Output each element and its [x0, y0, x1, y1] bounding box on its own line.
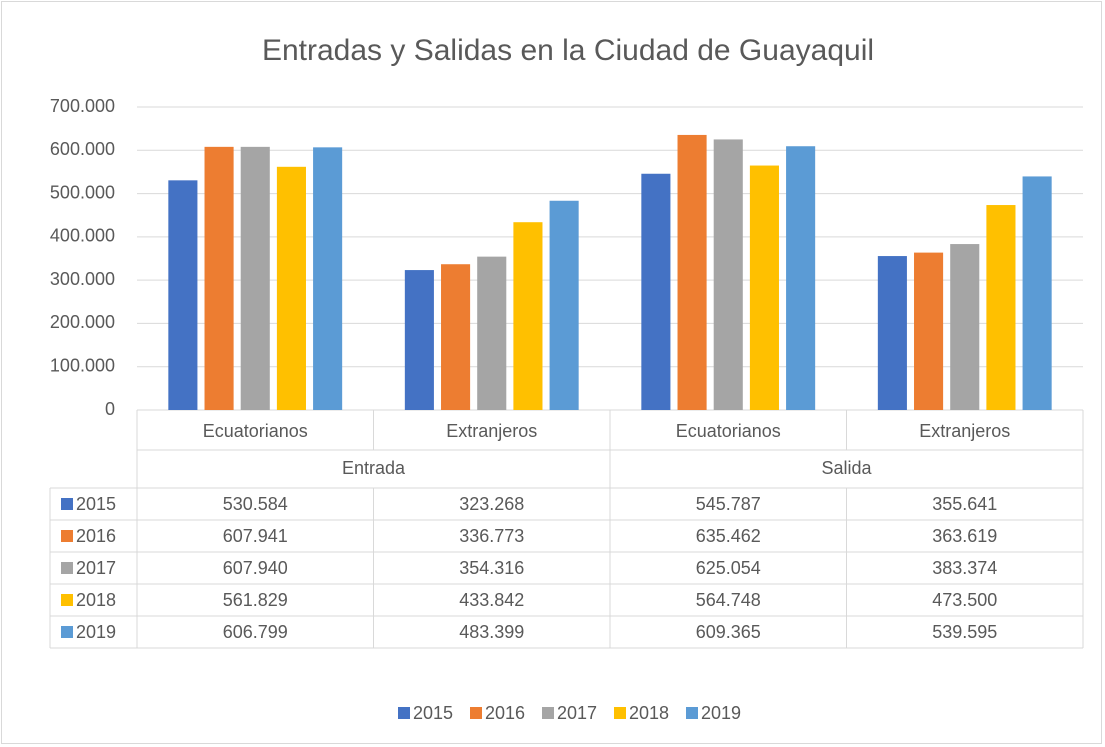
y-tick-label: 200.000	[50, 312, 115, 332]
legend-swatch	[398, 707, 410, 719]
bar	[441, 264, 471, 410]
y-tick-label: 400.000	[50, 226, 115, 246]
table-series-name: 2018	[76, 590, 116, 610]
x-tick-label: Ecuatorianos	[203, 421, 308, 441]
table-value: 323.268	[459, 494, 524, 514]
bar	[1022, 176, 1052, 410]
table-value: 336.773	[459, 526, 524, 546]
bar	[786, 146, 816, 411]
table-value: 433.842	[459, 590, 524, 610]
group-label: Entrada	[342, 458, 406, 478]
y-tick-label: 600.000	[50, 139, 115, 159]
bar	[677, 134, 707, 410]
table-value: 607.940	[223, 558, 288, 578]
legend-swatch	[542, 707, 554, 719]
table-value: 539.595	[932, 622, 997, 642]
table-legend-swatch	[61, 594, 73, 606]
table-series-name: 2015	[76, 494, 116, 514]
y-tick-label: 100.000	[50, 355, 115, 375]
bar	[713, 139, 743, 410]
x-tick-label: Extranjeros	[919, 421, 1010, 441]
bar	[914, 252, 944, 410]
x-tick-label: Ecuatorianos	[676, 421, 781, 441]
bar	[276, 166, 306, 410]
x-tick-label: Extranjeros	[446, 421, 537, 441]
bar	[404, 270, 434, 410]
table-value: 354.316	[459, 558, 524, 578]
table-legend-swatch	[61, 498, 73, 510]
bar	[477, 256, 507, 410]
y-tick-label: 700.000	[50, 96, 115, 116]
table-value: 607.941	[223, 526, 288, 546]
legend-swatch	[614, 707, 626, 719]
legend-label: 2016	[485, 703, 525, 723]
table-value: 530.584	[223, 494, 288, 514]
bar	[950, 244, 980, 410]
bar	[877, 256, 907, 410]
chart-title: Entradas y Salidas en la Ciudad de Guaya…	[262, 34, 874, 67]
table-value: 609.365	[696, 622, 761, 642]
table-value: 635.462	[696, 526, 761, 546]
table-value: 483.399	[459, 622, 524, 642]
legend-label: 2018	[629, 703, 669, 723]
bar	[641, 173, 671, 410]
table-value: 606.799	[223, 622, 288, 642]
bar	[240, 146, 270, 411]
legend-label: 2019	[701, 703, 741, 723]
bar	[313, 147, 343, 410]
y-tick-label: 300.000	[50, 269, 115, 289]
table-legend-swatch	[61, 626, 73, 638]
y-tick-label: 0	[105, 399, 115, 419]
legend-swatch	[686, 707, 698, 719]
y-tick-label: 500.000	[50, 182, 115, 202]
table-value: 564.748	[696, 590, 761, 610]
bar	[549, 200, 579, 410]
table-value: 363.619	[932, 526, 997, 546]
group-label: Salida	[821, 458, 872, 478]
bar	[168, 180, 198, 410]
table-value: 355.641	[932, 494, 997, 514]
table-value: 473.500	[932, 590, 997, 610]
legend-label: 2017	[557, 703, 597, 723]
bar	[513, 222, 543, 410]
table-value: 561.829	[223, 590, 288, 610]
legend-label: 2015	[413, 703, 453, 723]
legend-swatch	[470, 707, 482, 719]
table-legend-swatch	[61, 530, 73, 542]
table-series-name: 2017	[76, 558, 116, 578]
table-value: 625.054	[696, 558, 761, 578]
bar	[749, 165, 779, 410]
table-series-name: 2019	[76, 622, 116, 642]
table-legend-swatch	[61, 562, 73, 574]
table-series-name: 2016	[76, 526, 116, 546]
bar	[986, 205, 1016, 410]
bar	[204, 146, 234, 410]
table-value: 383.374	[932, 558, 997, 578]
table-value: 545.787	[696, 494, 761, 514]
